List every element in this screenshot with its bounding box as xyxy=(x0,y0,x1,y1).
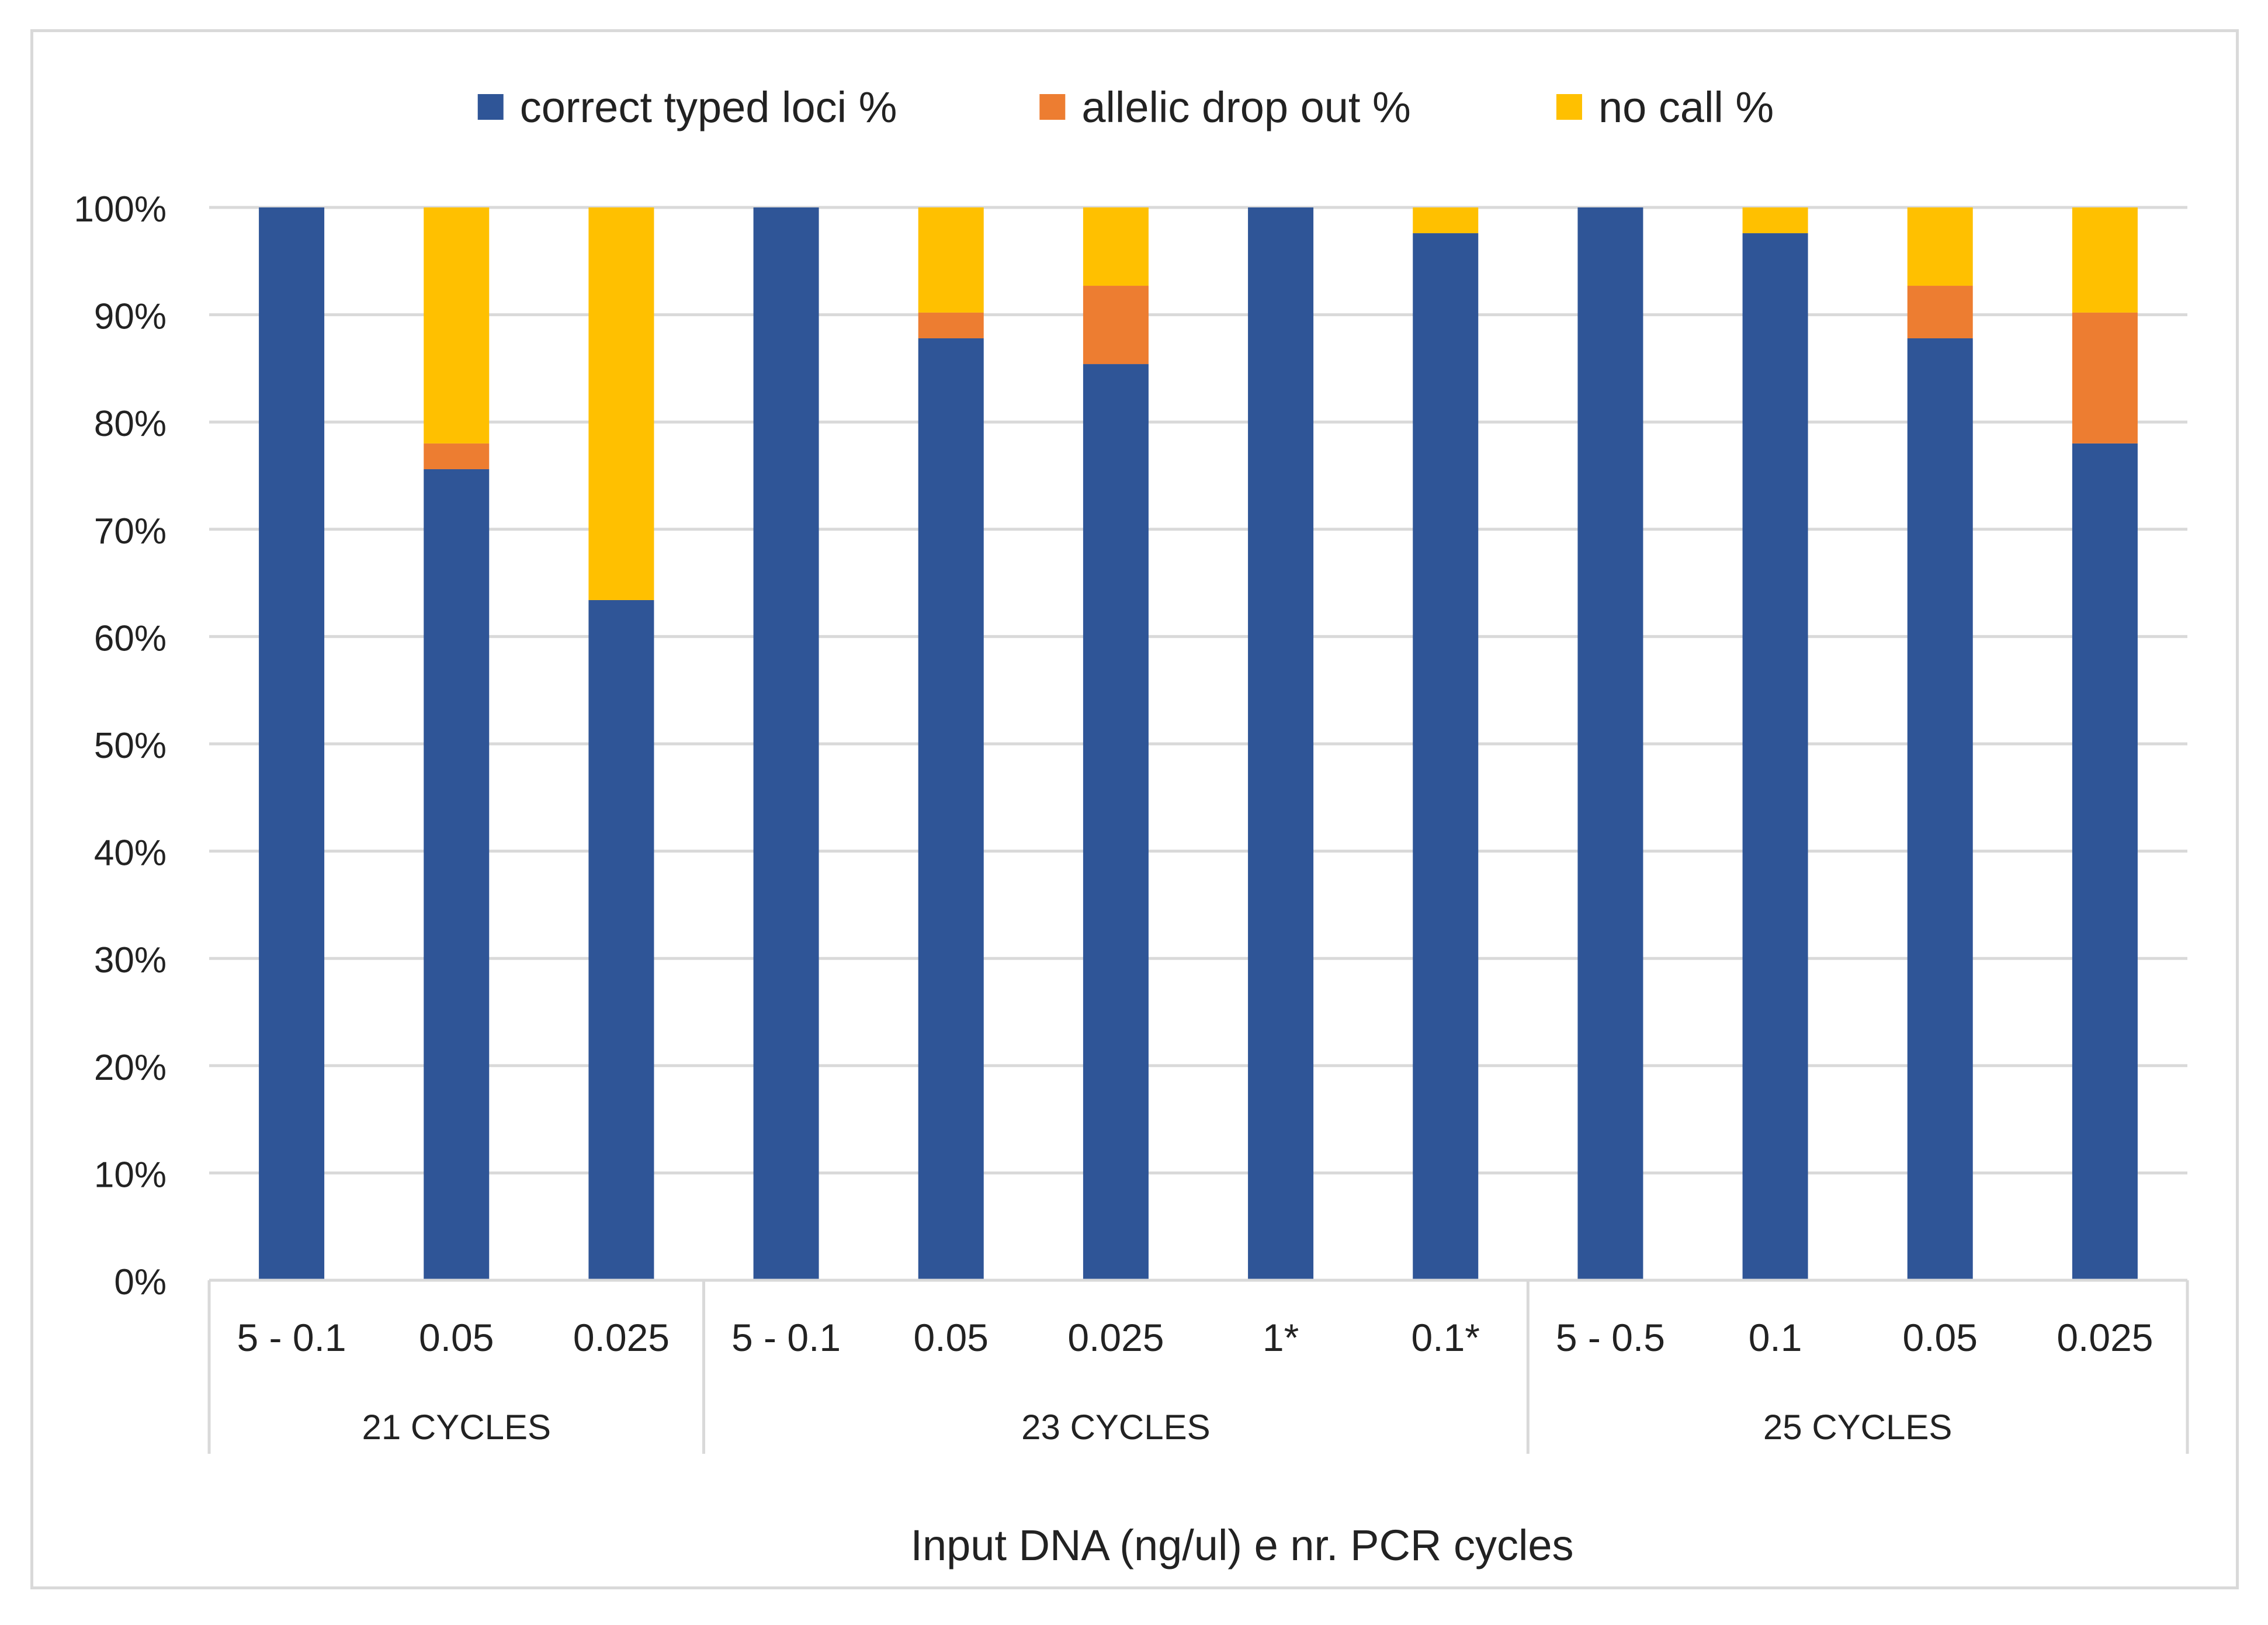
y-tick-label: 40% xyxy=(94,833,167,874)
x-category-label: 5 - 0.5 xyxy=(1556,1316,1665,1359)
x-category-label: 0.05 xyxy=(914,1316,989,1359)
x-group-label: 23 CYCLES xyxy=(1021,1408,1211,1447)
bar-segment-no-call xyxy=(918,207,984,313)
bar-segment-no-call xyxy=(1413,207,1479,234)
bar-segment-correct-typed-loci xyxy=(424,469,490,1280)
x-category-label: 0.05 xyxy=(419,1316,494,1359)
y-tick-label: 100% xyxy=(74,189,167,230)
bar-segment-no-call xyxy=(588,207,654,600)
bar-segment-allelic-drop-out xyxy=(424,443,490,469)
bar-segment-allelic-drop-out xyxy=(2072,312,2138,444)
bar-segment-correct-typed-loci xyxy=(918,338,984,1281)
bar-segment-correct-typed-loci xyxy=(1413,233,1479,1281)
x-axis-title: Input DNA (ng/ul) e nr. PCR cycles xyxy=(910,1521,1573,1569)
bar-segment-no-call xyxy=(2072,207,2138,313)
x-category-label: 0.1* xyxy=(1412,1316,1480,1359)
bar-segment-correct-typed-loci xyxy=(1248,207,1314,1280)
y-tick-label: 50% xyxy=(94,726,167,766)
bar-segment-correct-typed-loci xyxy=(588,600,654,1280)
y-tick-label: 10% xyxy=(94,1155,167,1195)
bar-segment-allelic-drop-out xyxy=(918,312,984,338)
bar-segment-correct-typed-loci xyxy=(753,207,819,1280)
bars xyxy=(259,207,2138,1281)
bar-segment-correct-typed-loci xyxy=(2072,443,2138,1281)
bar-segment-correct-typed-loci xyxy=(1083,364,1149,1280)
x-category-label: 5 - 0.1 xyxy=(731,1316,841,1359)
x-category-label: 1* xyxy=(1263,1316,1299,1359)
x-category-label: 0.1 xyxy=(1749,1316,1802,1359)
bar-segment-correct-typed-loci xyxy=(1742,233,1808,1281)
legend-label: allelic drop out % xyxy=(1081,83,1411,131)
bar-segment-correct-typed-loci xyxy=(259,207,325,1280)
x-category-label: 5 - 0.1 xyxy=(237,1316,346,1359)
y-tick-label: 90% xyxy=(94,297,167,337)
x-group-label: 21 CYCLES xyxy=(362,1408,552,1447)
y-tick-label: 20% xyxy=(94,1048,167,1088)
y-tick-label: 70% xyxy=(94,511,167,552)
x-category-label: 0.025 xyxy=(2057,1316,2153,1359)
y-tick-label: 0% xyxy=(114,1262,167,1302)
bar-segment-no-call xyxy=(1742,207,1808,234)
x-group-label: 25 CYCLES xyxy=(1763,1408,1953,1447)
x-category-label: 0.05 xyxy=(1903,1316,1978,1359)
bar-segment-allelic-drop-out xyxy=(1907,286,1973,338)
x-axis: 5 - 0.1 0.05 0.025 5 - 0.1 0.05 0.025 1* 0.1* 5 … xyxy=(207,1278,2189,1454)
y-tick-label: 80% xyxy=(94,404,167,444)
bar-segment-correct-typed-loci xyxy=(1907,338,1973,1281)
bar-segment-allelic-drop-out xyxy=(1083,286,1149,365)
legend-label: no call % xyxy=(1598,83,1774,131)
x-category-label: 0.025 xyxy=(1067,1316,1164,1359)
bar-segment-no-call xyxy=(1083,207,1149,286)
legend: correct typed loci % allelic drop out % no… xyxy=(477,83,1774,131)
bar-segment-no-call xyxy=(424,207,490,444)
gridlines xyxy=(209,206,2187,1174)
y-axis-tick-labels: 0% 10% 20% 30% 40% 50% 60% 70% 80% 90% 100% xyxy=(74,189,167,1302)
legend-swatch xyxy=(477,94,504,120)
bar-segment-no-call xyxy=(1907,207,1973,286)
y-tick-label: 60% xyxy=(94,618,167,659)
legend-label: correct typed loci % xyxy=(520,83,897,131)
x-category-label: 0.025 xyxy=(573,1316,670,1359)
y-tick-label: 30% xyxy=(94,940,167,980)
bar-segment-correct-typed-loci xyxy=(1577,207,1643,1280)
legend-swatch xyxy=(1556,94,1582,120)
legend-swatch xyxy=(1039,94,1066,120)
